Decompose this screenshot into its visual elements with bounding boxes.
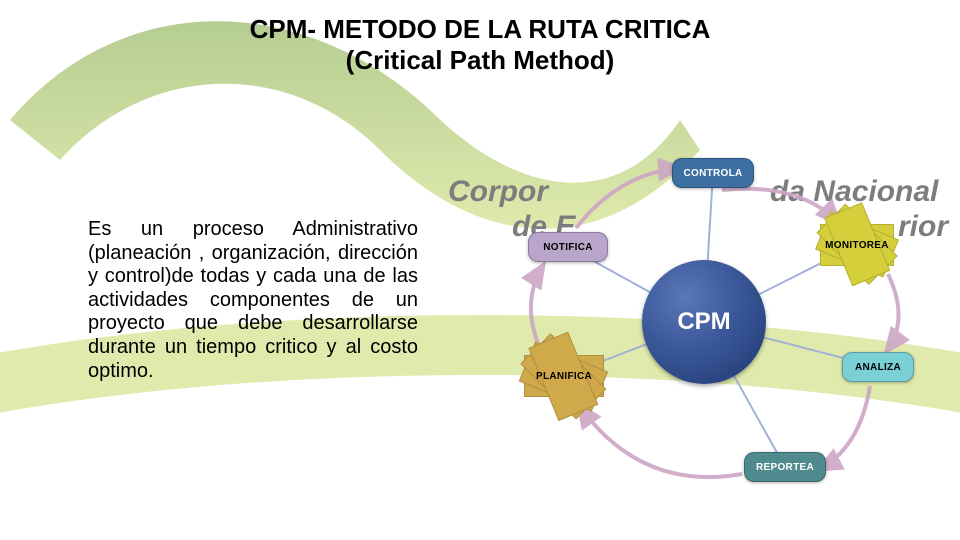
body-paragraph: Es un proceso Administrativo (planeación… (88, 218, 418, 383)
slide: Corpor da Nacional de E rior CPM- METODO… (0, 0, 960, 540)
diagram-node-analiza: ANALIZA (842, 352, 914, 382)
title-line-2: (Critical Path Method) (0, 45, 960, 76)
diagram-node-label: MONITOREA (821, 238, 893, 253)
diagram-node-label: NOTIFICA (539, 240, 597, 255)
diagram-node-controla: CONTROLA (672, 158, 754, 188)
diagram-hub-label: CPM (677, 308, 730, 336)
slide-title: CPM- METODO DE LA RUTA CRITICA (Critical… (0, 14, 960, 76)
diagram-node-label: CONTROLA (679, 166, 746, 181)
diagram-node-planifica: PLANIFICA (512, 348, 616, 404)
cpm-cycle-diagram: CPM CONTROLA MONITOREA ANALIZA REPORTEA PLAN… (490, 152, 920, 520)
diagram-hub: CPM (642, 260, 766, 384)
diagram-node-label: REPORTEA (752, 460, 818, 475)
diagram-node-reportea: REPORTEA (744, 452, 826, 482)
diagram-node-label: ANALIZA (851, 360, 905, 375)
diagram-node-label: PLANIFICA (532, 369, 596, 384)
diagram-node-notifica: NOTIFICA (528, 232, 608, 262)
title-line-1: CPM- METODO DE LA RUTA CRITICA (0, 14, 960, 45)
diagram-node-monitorea: MONITOREA (808, 218, 906, 272)
